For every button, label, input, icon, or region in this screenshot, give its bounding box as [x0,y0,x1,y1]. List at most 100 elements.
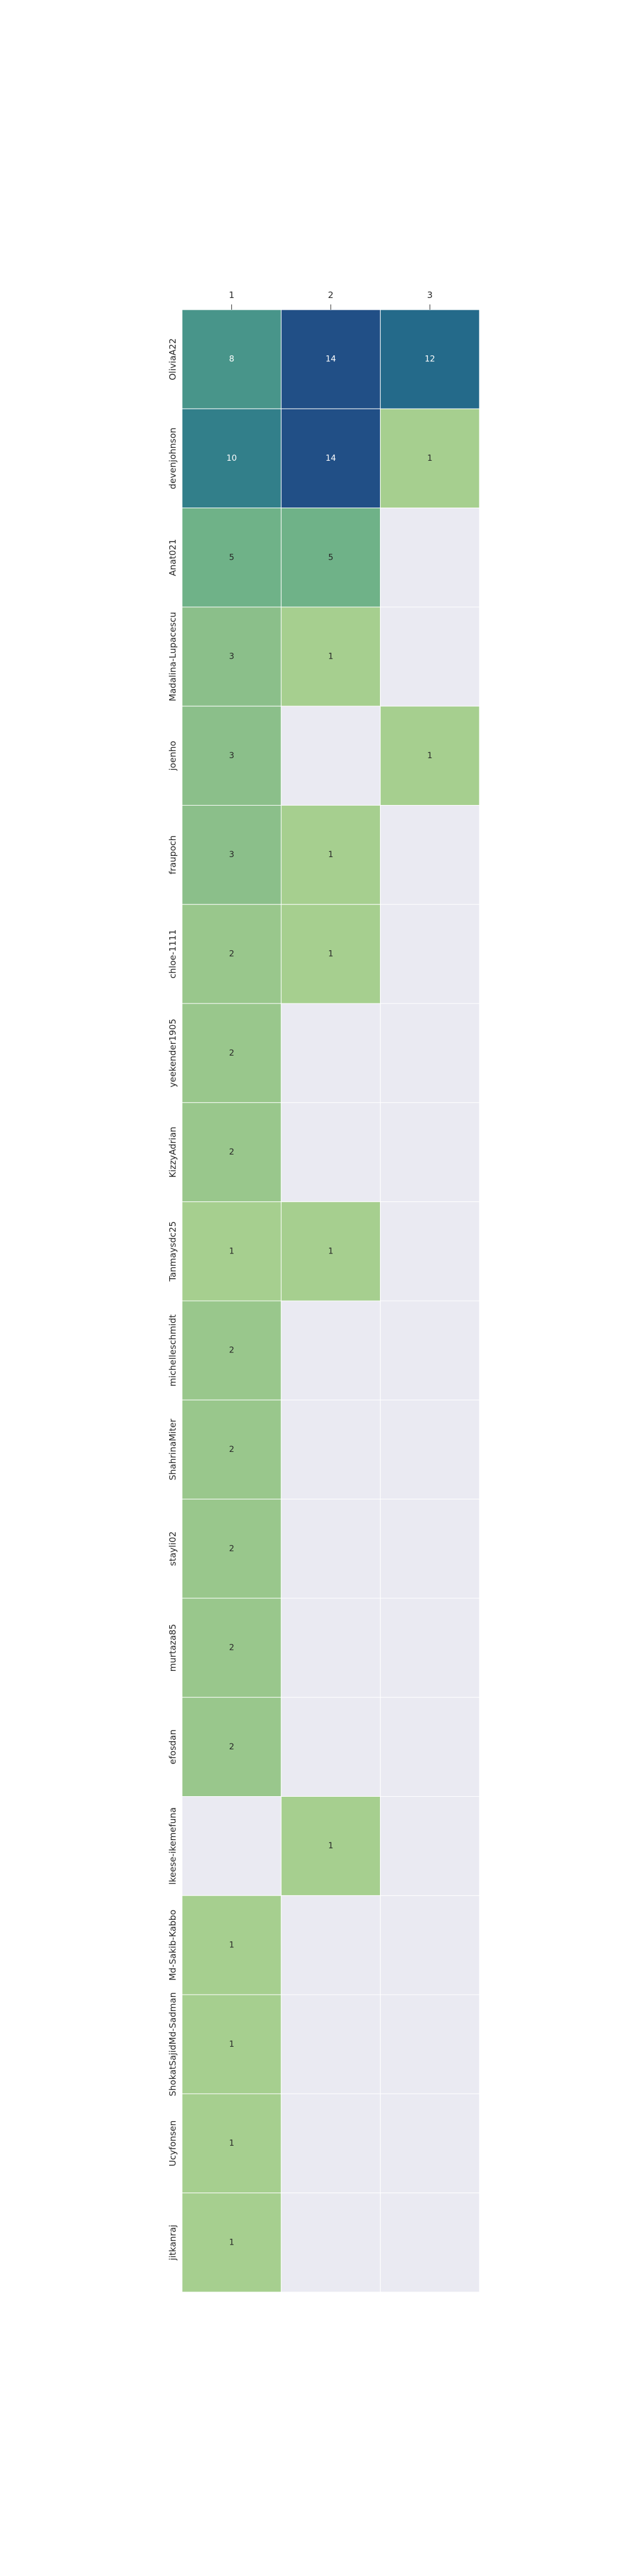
heatmap-cell [181,805,282,905]
heatmap-cell-empty [280,1598,381,1698]
cell-value-label: 5 [229,553,234,562]
heatmap-cell-empty [280,1994,381,2094]
heatmap-cell [181,309,282,409]
heatmap-cell [181,1201,282,1301]
cell-value-label: 2 [229,1445,234,1454]
cell-value-label: 2 [229,1147,234,1157]
cell-value-label: 14 [326,355,336,364]
heatmap-cell-empty [380,1796,480,1896]
x-tick-label: 2 [328,290,334,300]
y-axis-labels: OliviaA22 devenjohnson Anat021 Madalina-Lup… [167,338,178,2261]
heatmap-cell-empty [380,1499,480,1599]
cell-value-label: 12 [424,355,435,364]
heatmap-cell-empty [280,1499,381,1599]
heatmap-cell [181,1102,282,1203]
y-tick-label: efosdan [167,1729,178,1765]
cell-value-label: 2 [229,1049,234,1058]
cell-value-label: 3 [229,652,234,662]
cell-value-label: 2 [229,949,234,958]
heatmap-cell [181,508,282,608]
cell-value-label: 1 [328,850,333,859]
cell-value-label: 10 [227,454,237,463]
cell-value-label: 2 [229,1544,234,1553]
cell-value-label: 5 [328,553,333,562]
cell-value-label: 1 [328,652,333,662]
cell-value-label: 1 [427,751,433,761]
heatmap-cell-empty [380,2193,480,2293]
heatmap-cell [181,1994,282,2094]
heatmap-cell [280,607,381,707]
cell-value-label: 1 [229,1246,234,1256]
y-tick-label: murtaza85 [167,1624,178,1672]
cell-value-label: 1 [328,1246,333,1256]
heatmap-cell-empty [280,1697,381,1797]
heatmap-cell-empty [380,1300,480,1400]
cell-value-label: 3 [229,850,234,859]
heatmap-cell-empty [280,1102,381,1203]
y-tick-label: Ucyfonsen [167,2121,178,2167]
heatmap-cell-empty [380,1201,480,1301]
heatmap-cell [380,705,480,806]
heatmap-cell-empty [380,1102,480,1203]
cell-value-label: 1 [229,2139,234,2148]
y-tick-label: Tanmaysdc25 [167,1221,178,1282]
cell-value-label: 1 [229,1940,234,1950]
y-tick-label: Anat021 [167,539,178,576]
y-tick-label: jitkanraj [167,2225,178,2261]
heatmap-cell-empty [280,1300,381,1400]
heatmap-cell-empty [380,1399,480,1500]
heatmap-cell [280,1796,381,1896]
cell-value-label: 2 [229,1643,234,1653]
heatmap-cell-empty [280,2193,381,2293]
y-tick-label: joenho [167,741,178,771]
cell-value-label: 2 [229,1346,234,1355]
heatmap-cell [181,1300,282,1400]
heatmap-cell-empty [380,607,480,707]
heatmap-cell-empty [280,1895,381,1995]
x-tick-label: 3 [427,290,433,300]
heatmap-cell-empty [380,2093,480,2194]
y-tick-label: lkeese-ikemefuna [167,1807,178,1885]
heatmap-cell-empty [380,1598,480,1698]
x-axis-ticks: 1 2 3 [229,290,433,310]
heatmap-cell [280,1201,381,1301]
heatmap-cell [280,805,381,905]
heatmap-cell [280,904,381,1004]
y-tick-label: devenjohnson [167,427,178,489]
heatmap-cell [181,1003,282,1103]
heatmap-cell [181,1697,282,1797]
heatmap-cell-empty [181,1796,282,1896]
heatmap-cell [181,1895,282,1995]
y-tick-label: stayli02 [167,1532,178,1566]
cell-value-label: 3 [229,751,234,761]
heatmap-cell-empty [380,1697,480,1797]
heatmap-cell-empty [380,1895,480,1995]
cell-value-label: 8 [229,355,234,364]
heatmap-cell-empty [280,2093,381,2194]
heatmap-cell-empty [280,705,381,806]
heatmap-cell-empty [380,508,480,608]
x-tick-label: 1 [229,290,235,300]
heatmap-cell [181,2093,282,2194]
heatmap-cell [380,408,480,509]
heatmap-cell-empty [280,1003,381,1103]
y-tick-label: chloe-1111 [167,929,178,978]
cell-value-label: 1 [328,949,333,958]
heatmap-cell [181,1399,282,1500]
cell-value-label: 14 [326,454,336,463]
heatmap-cell-empty [380,1994,480,2094]
y-tick-label: Md-Sakib-Kabbo [167,1910,178,1981]
heatmap-cell-empty [380,904,480,1004]
cell-value-label: 1 [427,454,433,463]
y-tick-label: ShahrinaMiter [167,1419,178,1481]
y-tick-label: michelleschmidt [167,1314,178,1386]
y-tick-label: fraupoch [167,835,178,875]
heatmap-cell [181,1499,282,1599]
cell-value-label: 1 [229,2238,234,2247]
y-tick-label: KizzyAdrian [167,1126,178,1177]
y-tick-label: ShokatSajidMd-Sadman [167,1992,178,2097]
heatmap-cell [280,508,381,608]
y-tick-label: OliviaA22 [167,338,178,381]
heatmap-cell [280,309,381,409]
